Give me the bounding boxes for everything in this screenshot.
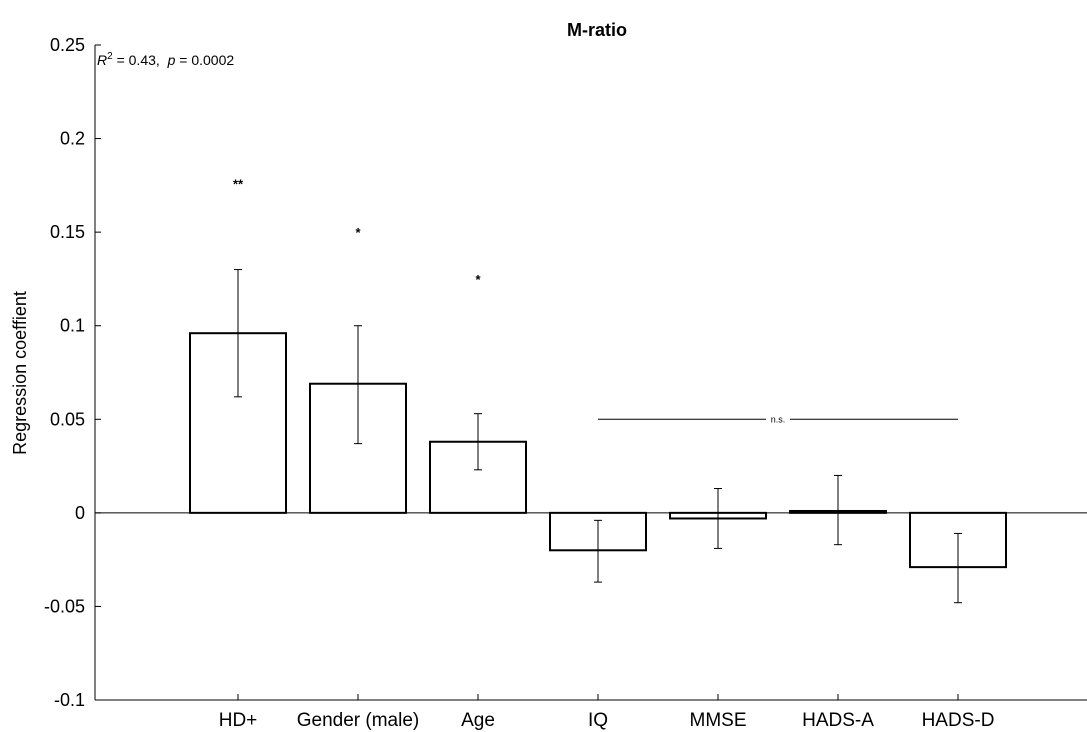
x-tick-label: HD+ (219, 710, 258, 731)
chart-title: M-ratio (567, 20, 627, 40)
significance-marker: ** (233, 176, 244, 191)
y-tick-label: 0 (75, 503, 85, 523)
x-tick-label: IQ (588, 710, 608, 731)
r2-superscript: 2 (107, 51, 113, 62)
significance-marker: * (475, 272, 481, 287)
error-bars (234, 269, 962, 604)
y-tick-label: 0.1 (60, 316, 85, 336)
x-tick-label: HADS-D (922, 710, 995, 731)
x-tick-label: Gender (male) (297, 710, 420, 731)
x-tick-label: Age (461, 710, 495, 731)
p-symbol: p (167, 52, 176, 68)
stats-annotation: R2 = 0.43, p = 0.0002 (97, 51, 234, 68)
y-tick-label: 0.15 (50, 222, 85, 242)
r2-symbol: R (97, 52, 107, 68)
y-tick-label: -0.1 (54, 690, 85, 710)
ns-label: n.s. (771, 414, 786, 424)
y-tick-label: 0.2 (60, 129, 85, 149)
p-value: = 0.0002 (175, 52, 234, 68)
y-tick-label: 0.25 (50, 35, 85, 55)
axes: -0.1 -0.05 0 0.05 0.1 0.15 0.2 0.25 HD+ Gender (m… (44, 35, 1087, 731)
r2-value: = 0.43, (113, 52, 168, 68)
y-tick-label: -0.05 (44, 596, 85, 616)
annotations: ****n.s. (233, 176, 958, 424)
y-tick-label: 0.05 (50, 409, 85, 429)
x-tick-label: MMSE (690, 710, 747, 731)
x-tick-label: HADS-A (802, 710, 874, 731)
significance-marker: * (355, 225, 361, 240)
y-axis-label: Regression coeffient (10, 291, 30, 455)
